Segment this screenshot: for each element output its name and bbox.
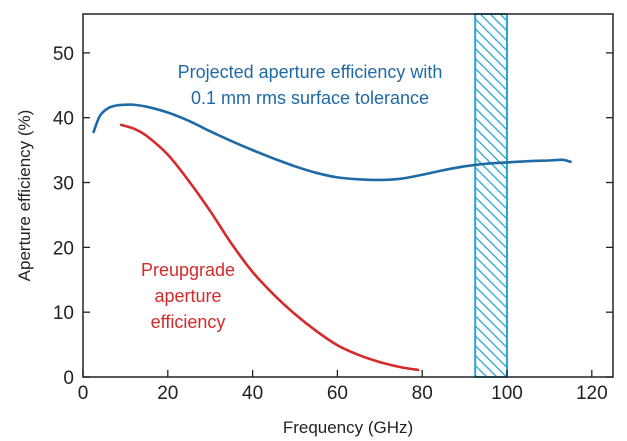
projected-annotation-line: 0.1 mm rms surface tolerance [191, 88, 429, 108]
x-tick-label: 80 [412, 383, 433, 404]
preupgrade-annotation-line: efficiency [151, 312, 226, 332]
projected-efficiency-line [92, 103, 572, 182]
ticks-layer: 0 20 40 60 80 100 120 0 10 20 30 40 50 [53, 44, 613, 404]
y-tick-label: 10 [53, 303, 74, 324]
y-tick-label: 30 [53, 174, 74, 195]
projected-annotation-line: Projected aperture efficiency with [178, 62, 443, 82]
y-tick-label: 40 [53, 109, 74, 130]
x-tick-label: 100 [491, 383, 523, 404]
preupgrade-annotation-line: Preupgrade [141, 260, 235, 280]
y-axis-title: Aperture efficiency (%) [15, 110, 34, 282]
x-tick-label: 20 [157, 383, 178, 404]
y-tick-label: 0 [63, 368, 74, 389]
x-axis-title: Frequency (GHz) [283, 418, 413, 437]
plot-frame [82, 13, 614, 378]
band-layer [474, 13, 509, 378]
x-tick-label: 0 [78, 383, 89, 404]
x-tick-label: 40 [242, 383, 263, 404]
highlight-band [474, 13, 509, 378]
projected-annotation: Projected aperture efficiency with 0.1 mm… [178, 62, 443, 108]
preupgrade-annotation: Preupgrade aperture efficiency [141, 260, 235, 332]
preupgrade-efficiency-line [119, 123, 420, 372]
annotations-layer: Projected aperture efficiency with 0.1 mm… [141, 62, 442, 332]
y-tick-label: 20 [53, 238, 74, 259]
y-tick-label: 50 [53, 44, 74, 65]
x-tick-label: 120 [576, 383, 608, 404]
preupgrade-annotation-line: aperture [154, 286, 221, 306]
x-tick-label: 60 [327, 383, 348, 404]
series-layer [92, 103, 572, 372]
